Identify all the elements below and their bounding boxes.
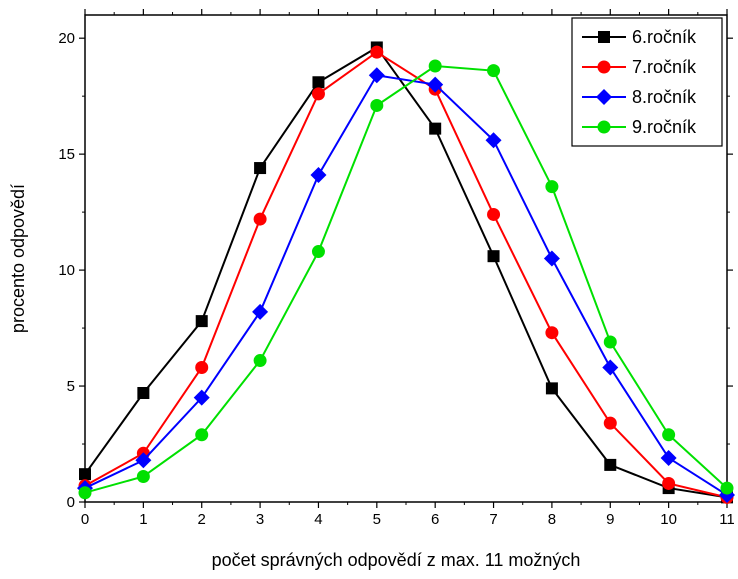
x-tick-label: 3 [256,511,264,528]
data-point [545,326,559,340]
legend-item: 7.ročník [582,57,697,77]
series-line [84,50,728,499]
legend: 6.ročník 7.ročník 8.ročník 9.ročník [571,17,723,147]
legend-label: 6.ročník [632,27,697,47]
data-point [427,76,444,93]
data-point [311,87,325,101]
legend-item: 9.ročník [582,117,697,137]
data-point [79,468,91,481]
data-point [662,476,676,490]
y-tick-label: 15 [58,146,75,163]
data-point [487,207,501,221]
data-point [545,180,559,194]
data-point [312,76,325,89]
legend-item: 6.ročník [582,27,697,47]
data-point [720,481,734,495]
y-tick-label: 0 [67,494,75,511]
legend-label: 9.ročník [632,117,697,137]
x-tick-label: 5 [373,511,381,528]
x-tick-label: 8 [548,511,556,528]
data-point [487,64,501,78]
y-tick-label: 5 [67,378,75,395]
data-point [370,98,384,112]
x-tick-label: 4 [314,511,322,528]
data-point [603,335,617,349]
y-tick-label: 20 [58,30,75,47]
y-axis-label: procento odpovědí [8,184,28,333]
x-tick-label: 0 [81,511,89,528]
x-tick-label: 10 [660,511,677,528]
data-point [428,59,442,73]
legend-marker [597,60,611,74]
legend-marker [597,120,611,134]
y-tick-label: 10 [58,262,75,279]
data-point [253,212,267,226]
series-line [84,74,728,496]
data-point [253,354,267,368]
legend-label: 7.ročník [632,57,697,77]
data-point [137,387,150,400]
data-point [603,416,617,430]
legend-marker [596,89,612,105]
data-point [195,360,209,374]
data-point [195,315,208,328]
legend-item: 8.ročník [582,87,697,107]
data-point [136,469,150,483]
data-point [487,250,500,263]
data-point [311,245,325,259]
x-axis-label: počet správných odpovědí z max. 11 možný… [212,550,581,570]
x-tick-label: 7 [489,511,497,528]
series-layer [77,41,735,504]
series-3 [77,67,735,504]
data-point [254,162,267,175]
x-tick-label: 2 [198,511,206,528]
x-tick-label: 11 [719,511,735,528]
data-point [252,303,269,320]
data-point [543,250,560,267]
data-point [78,486,92,500]
x-tick-label: 9 [606,511,614,528]
series-line [84,64,728,494]
legend-box [571,17,723,147]
data-point [604,458,617,471]
legend-label: 8.ročník [632,87,697,107]
data-point [602,359,619,376]
data-point [370,45,384,59]
data-point [429,122,442,135]
data-point [368,67,385,84]
data-point [545,382,558,395]
data-point [310,167,327,184]
x-tick-label: 6 [431,511,439,528]
data-point [195,428,209,442]
series-4 [78,59,734,500]
series-line [84,46,728,499]
data-point [662,428,676,442]
legend-marker [598,31,610,43]
data-point [660,449,677,466]
data-point [193,389,210,406]
data-point [135,452,152,469]
x-tick-label: 1 [139,511,147,528]
axes: 0 1 2 3 4 5 6 7 8 9 10 11 0 5 10 15 20 [58,9,735,528]
data-point [485,132,502,149]
